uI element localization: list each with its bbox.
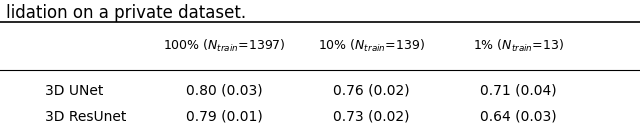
Text: 100% ($N_{train}$=1397): 100% ($N_{train}$=1397) xyxy=(163,37,285,54)
Text: 1% ($N_{train}$=13): 1% ($N_{train}$=13) xyxy=(473,37,564,54)
Text: 3D UNet: 3D UNet xyxy=(45,84,103,98)
Text: 0.76 (0.02): 0.76 (0.02) xyxy=(333,84,410,98)
Text: 0.73 (0.02): 0.73 (0.02) xyxy=(333,110,410,124)
Text: 0.64 (0.03): 0.64 (0.03) xyxy=(480,110,557,124)
Text: 0.79 (0.01): 0.79 (0.01) xyxy=(186,110,262,124)
Text: 0.80 (0.03): 0.80 (0.03) xyxy=(186,84,262,98)
Text: lidation on a private dataset.: lidation on a private dataset. xyxy=(6,4,246,22)
Text: 10% ($N_{train}$=139): 10% ($N_{train}$=139) xyxy=(318,37,424,54)
Text: 0.71 (0.04): 0.71 (0.04) xyxy=(480,84,557,98)
Text: 3D ResUnet: 3D ResUnet xyxy=(45,110,126,124)
